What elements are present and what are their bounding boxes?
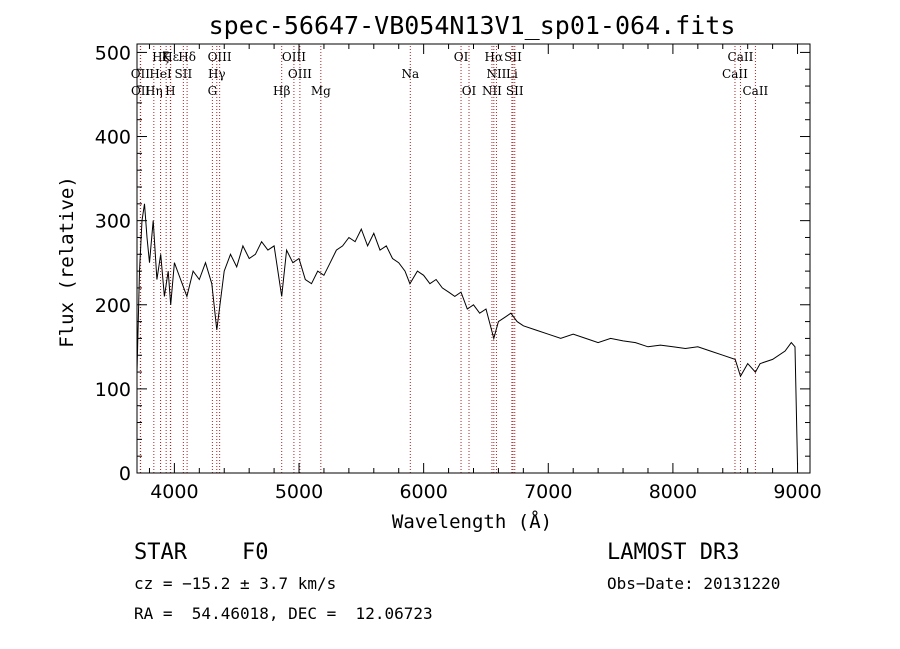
line-marker-label: SII	[175, 67, 193, 81]
x-axis-ticks: 4000 5000 6000 7000 8000 9000	[148, 44, 822, 503]
line-marker-label: CaII	[742, 84, 768, 98]
x-tick-label: 6000	[399, 481, 447, 503]
x-tick-label: 7000	[524, 481, 572, 503]
line-marker-label: CaII	[728, 50, 754, 64]
y-tick-label: 400	[95, 127, 131, 149]
line-marker-label: SII	[506, 84, 524, 98]
line-marker-label: H	[165, 84, 175, 98]
line-marker-label: OIII	[208, 50, 232, 64]
y-tick-label: 200	[95, 295, 131, 317]
line-markers	[139, 46, 756, 473]
y-tick-label: 500	[95, 42, 131, 64]
line-marker-label: Hδ	[178, 50, 196, 64]
y-axis-label: Flux (relative)	[56, 176, 78, 348]
line-marker-label: OII	[131, 84, 151, 98]
line-marker-label: Na	[401, 67, 419, 81]
line-marker-label: Li	[506, 67, 518, 81]
redshift-readout: cz = −15.2 ± 3.7 km/s	[134, 574, 337, 593]
spectrum-line	[136, 203, 798, 465]
coordinates: RA = 54.46018, DEC = 12.06723	[134, 604, 433, 623]
line-marker-label: OI	[454, 50, 469, 64]
line-marker-label: NII	[486, 67, 506, 81]
line-marker-label: Mg	[311, 84, 331, 98]
y-tick-label: 100	[95, 379, 131, 401]
line-marker-label: CaII	[722, 67, 748, 81]
line-marker-label: Hη	[145, 84, 163, 98]
line-marker-label: OIII	[282, 50, 306, 64]
x-axis-label: Wavelength (Å)	[392, 510, 552, 533]
line-marker-label: OII	[131, 67, 151, 81]
line-marker-label: Hβ	[273, 84, 290, 98]
line-marker-label: NII	[482, 84, 502, 98]
line-marker-label: K	[162, 50, 172, 64]
chart-title: spec-56647-VB054N13V1_sp01-064.fits	[209, 11, 736, 40]
line-marker-label: Hα	[485, 50, 504, 64]
line-marker-label: OIII	[288, 67, 312, 81]
line-marker-label: HeI	[149, 67, 172, 81]
object-class: STAR	[134, 540, 187, 565]
x-tick-label: 9000	[773, 481, 821, 503]
object-subclass: F0	[242, 540, 269, 565]
line-marker-label: G	[208, 84, 218, 98]
line-marker-label: OI	[462, 84, 477, 98]
x-tick-label: 5000	[275, 481, 323, 503]
line-marker-label: Hζ	[152, 50, 169, 64]
y-tick-label: 300	[95, 211, 131, 233]
obs-date: Obs−Date: 20131220	[607, 574, 781, 593]
y-tick-label: 0	[119, 463, 131, 485]
y-axis-ticks: 0 100 200 300 400 500	[95, 42, 810, 485]
plot-frame	[136, 43, 811, 474]
line-marker-label: SII	[504, 50, 522, 64]
survey-name: LAMOST DR3	[607, 540, 740, 565]
x-tick-label: 8000	[649, 481, 697, 503]
line-marker-label: Hγ	[208, 67, 226, 81]
x-tick-label: 4000	[150, 481, 198, 503]
